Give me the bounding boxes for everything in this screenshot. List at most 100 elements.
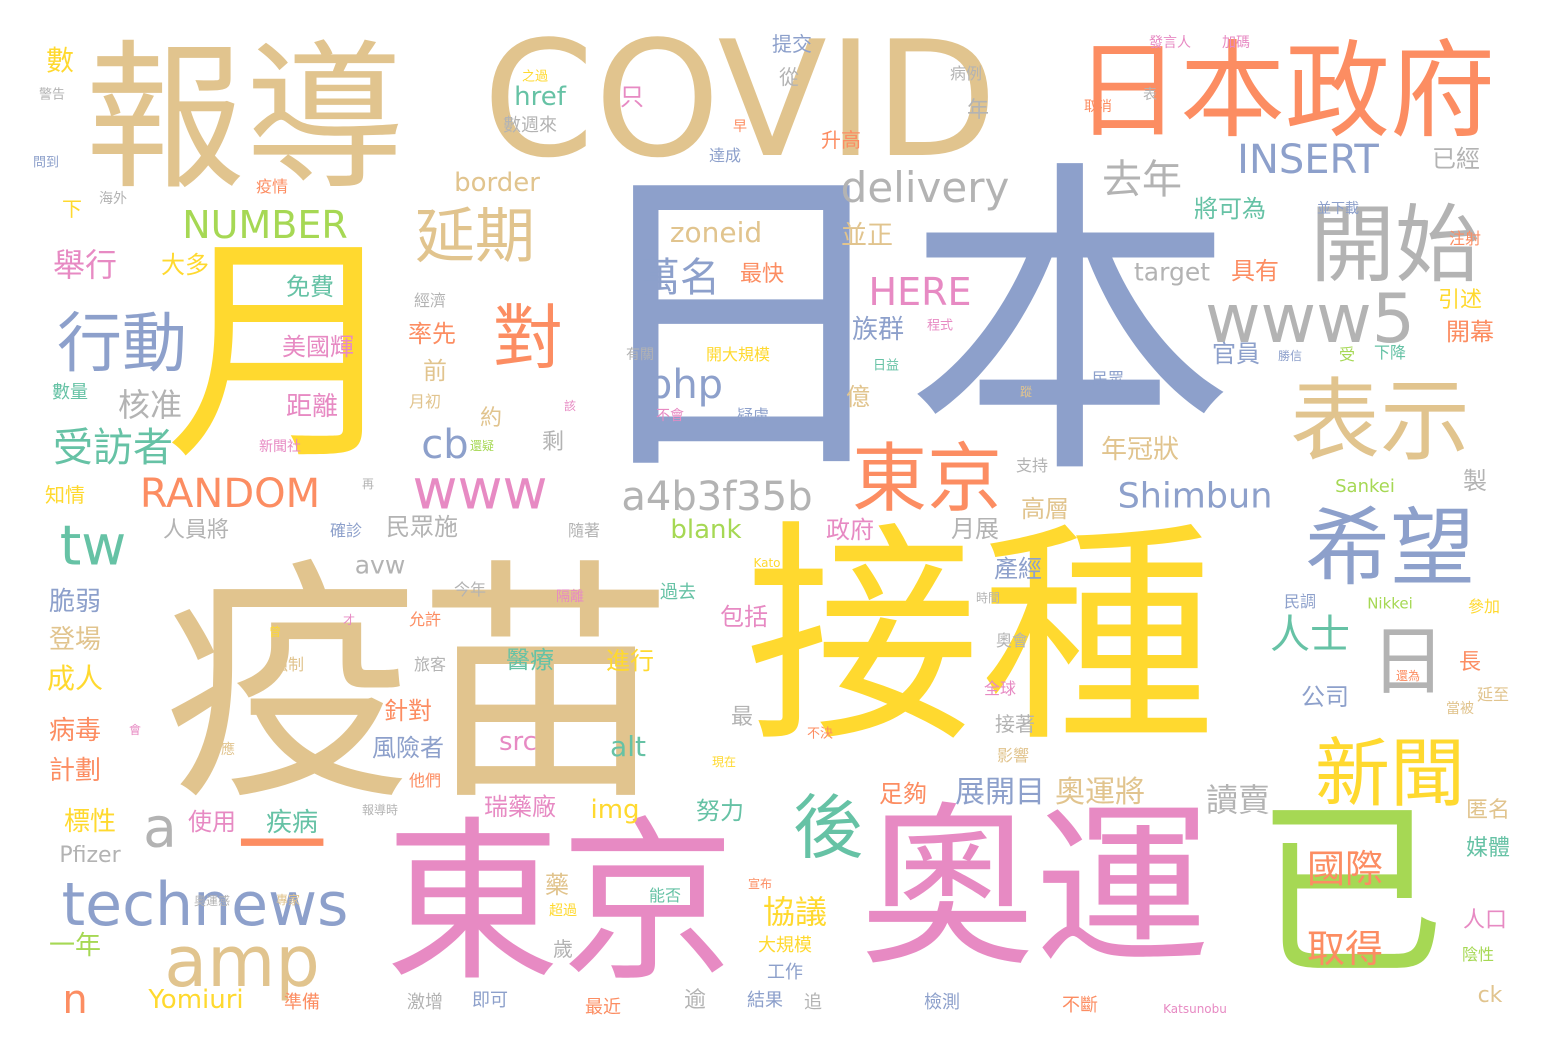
- word-quanqiu: 全球: [983, 681, 1017, 698]
- word-ribenzhengfu: 日本政府: [1074, 33, 1496, 151]
- word-xingdong: 行動: [56, 308, 188, 381]
- word-nikkei: Nikkei: [1367, 594, 1413, 613]
- word-cb: cb: [421, 422, 469, 468]
- word-gai: 該: [563, 399, 577, 413]
- word-buhui: 不會: [656, 409, 684, 424]
- word-href: href: [514, 82, 566, 112]
- word-chang: 長: [1458, 649, 1482, 674]
- word-jinnian: 今年: [453, 582, 487, 599]
- word-daduo: 大多: [161, 253, 209, 279]
- word-zhichi: 支持: [1015, 458, 1049, 475]
- word-shenggao: 升高: [821, 130, 861, 152]
- word-aoyun: 奧運: [860, 792, 1210, 987]
- word-yijing: 已經: [1432, 147, 1480, 173]
- word-yinshu: 引述: [1437, 287, 1483, 312]
- word-sui: 歲: [553, 939, 573, 961]
- word-huanwei: 還為: [1395, 669, 1421, 683]
- word-gongsi: 公司: [1301, 685, 1349, 711]
- word-juli: 距離: [285, 392, 339, 421]
- word-baodaoshi: 報導時: [361, 803, 399, 817]
- word-gongzuo: 工作: [767, 962, 803, 982]
- word-zao: 早: [733, 120, 747, 135]
- word-covid: COVID: [482, 6, 998, 193]
- word-chanjing: 產經: [994, 557, 1042, 583]
- word-lvke: 旅客: [413, 657, 447, 674]
- word-xiajiang: 下降: [1373, 345, 1407, 362]
- word-renkou: 人口: [1462, 907, 1508, 932]
- word-zhiqing: 知情: [45, 485, 85, 507]
- word-zhengfu: 政府: [826, 518, 874, 544]
- word-zugou: 足夠: [879, 782, 927, 808]
- word-katsunobu: Katsunobu: [1163, 1002, 1227, 1016]
- word-jingji: 經濟: [413, 293, 447, 310]
- word-yuezhan: 月展: [951, 517, 999, 543]
- word-tw: tw: [59, 513, 127, 578]
- word-shijian: 時間: [975, 591, 1001, 605]
- word-pfizer: Pfizer: [59, 843, 121, 868]
- word-shu: 數: [45, 46, 75, 77]
- word-yu: 逾: [683, 987, 707, 1012]
- word-kaishi: 開始: [1309, 199, 1481, 294]
- word-zuijin: 最近: [585, 997, 621, 1017]
- word-minzhong: 民眾: [1091, 371, 1125, 388]
- word-rijiao: 日益: [872, 357, 900, 373]
- word-kaimu: 開幕: [1446, 320, 1494, 346]
- word-qiangzhi: 強制: [271, 657, 305, 674]
- word-chengshi: 程式: [926, 317, 954, 333]
- word-dengchang: 登場: [48, 625, 102, 654]
- word-hou: 後: [793, 791, 863, 868]
- word-jiezhu: 接著: [995, 714, 1035, 736]
- word-renyuanjiang: 人員將: [162, 517, 230, 542]
- word-yanzhi: 延至: [1476, 687, 1510, 704]
- word-xieyi: 協議: [762, 894, 828, 930]
- word-cuiruo: 脆弱: [48, 587, 102, 616]
- word-alt: alt: [610, 730, 646, 763]
- word-huanyi: 還疑: [469, 439, 495, 453]
- word-yanqi: 延期: [415, 204, 535, 270]
- word-fayanren: 發言人: [1149, 36, 1191, 51]
- word-jinxing: 進行: [606, 649, 654, 675]
- word-qian: 前: [423, 359, 447, 385]
- word-biao: 表: [1143, 88, 1157, 103]
- word-yiliao: 醫療: [506, 648, 554, 674]
- word-baokuo: 包括: [720, 605, 768, 631]
- word-quxiao: 取消: [1084, 100, 1112, 115]
- word-zhankaimu: 展開目: [955, 776, 1045, 809]
- word-yao: 藥: [545, 873, 569, 899]
- word-xinwen: 新聞: [1314, 733, 1466, 817]
- word-niming: 匿名: [1465, 797, 1511, 822]
- word-jizeng: 激增: [407, 992, 443, 1012]
- word-yuechu: 月初: [408, 394, 442, 411]
- word-zhuanjia: 專家: [275, 893, 301, 907]
- word-avw: avw: [354, 550, 406, 580]
- word-shujiaolai: 數週來: [503, 115, 557, 135]
- word-ck: ck: [1477, 983, 1503, 1008]
- word-daguimo: 大規模: [758, 935, 812, 955]
- word-zui: 最: [730, 704, 754, 729]
- word-fengxianzhe: 風險者: [372, 736, 444, 762]
- word-renshi: 人士: [1270, 612, 1350, 657]
- word-a4b: a4b3f35b: [621, 474, 813, 520]
- word-biaoxing: 標性: [63, 807, 117, 836]
- word-riben: 日本: [575, 147, 1235, 512]
- word-wendao: 問到: [32, 154, 60, 170]
- word-aoyunjing: 奧運感: [193, 894, 231, 908]
- word-minjiao: 民調: [1283, 594, 1317, 611]
- word-canjia: 參加: [1467, 599, 1501, 616]
- word-dangbei: 當被: [1446, 702, 1474, 717]
- word-yinxing: 陰性: [1461, 947, 1495, 964]
- word-sankei: Sankei: [1335, 476, 1395, 497]
- word-blank: blank: [670, 515, 742, 545]
- word-haiwai: 海外: [99, 192, 127, 207]
- word-shuliang: 數量: [52, 382, 88, 402]
- word-shimbun: Shimbun: [1117, 476, 1273, 517]
- word-zhushe: 注射: [1448, 231, 1482, 248]
- word-jinggao: 警告: [38, 86, 66, 102]
- word-gaoceng: 高層: [1021, 497, 1069, 523]
- word-juxing: 舉行: [52, 247, 118, 283]
- word-chengren: 成人: [46, 664, 104, 695]
- word-guoji: 國際: [1306, 849, 1384, 891]
- word-jibing: 疾病: [265, 808, 319, 837]
- word-yi: 已: [1254, 790, 1446, 1000]
- word-jianxin: 勝信: [1277, 349, 1303, 363]
